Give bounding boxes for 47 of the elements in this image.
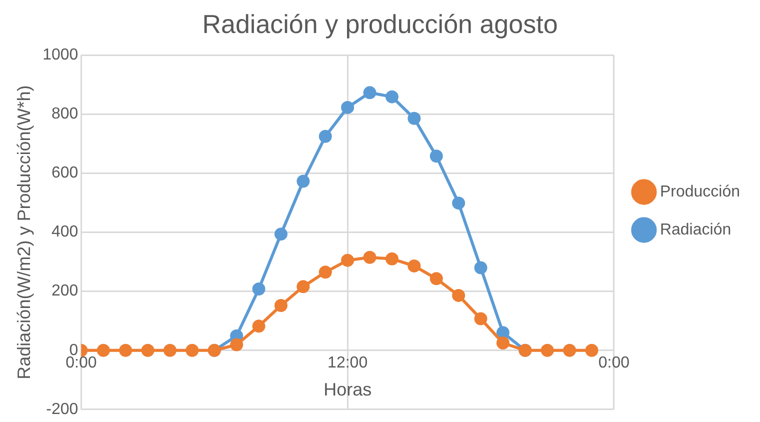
point	[408, 259, 421, 272]
point	[163, 344, 176, 357]
point	[318, 266, 332, 279]
point	[141, 344, 154, 357]
point	[452, 288, 466, 302]
point	[540, 344, 554, 357]
x-tick-label: 0:00	[66, 354, 97, 372]
point	[341, 100, 354, 114]
point	[474, 261, 488, 274]
point	[430, 150, 443, 163]
legend-label: Producción	[660, 183, 740, 200]
legend-label: Radiación	[660, 221, 732, 238]
chart-title: Radiación y producción agosto	[202, 8, 558, 39]
point	[96, 344, 110, 357]
y-tick-label: 400	[51, 224, 78, 241]
x-tick-label: 12:00	[328, 354, 368, 372]
y-axis-title: Radiación(W/m2) y Producción(W*h)	[14, 85, 34, 380]
point	[363, 250, 376, 264]
point	[408, 112, 421, 125]
point	[385, 90, 398, 104]
point	[119, 344, 132, 357]
point	[252, 282, 266, 296]
point	[474, 312, 488, 326]
y-tick-label: 600	[51, 164, 78, 182]
point	[274, 228, 288, 241]
point	[496, 326, 510, 340]
point	[296, 280, 310, 294]
y-tick-label: -200	[46, 400, 78, 418]
point	[430, 272, 443, 286]
point	[363, 86, 376, 100]
point	[274, 299, 288, 312]
y-tick-label: 200	[51, 282, 78, 300]
point	[341, 254, 354, 267]
point	[296, 174, 310, 188]
x-axis-title: Horas	[324, 379, 372, 400]
y-tick-label: 1000	[42, 46, 78, 64]
point	[452, 196, 466, 210]
point	[230, 338, 244, 352]
y-tick-label: 800	[51, 106, 78, 123]
point	[496, 336, 510, 350]
point	[563, 344, 576, 357]
point	[585, 344, 598, 357]
point	[318, 130, 332, 143]
point	[385, 252, 398, 266]
point	[186, 344, 199, 357]
x-tick-label: 0:00	[598, 354, 630, 372]
point	[252, 320, 266, 333]
